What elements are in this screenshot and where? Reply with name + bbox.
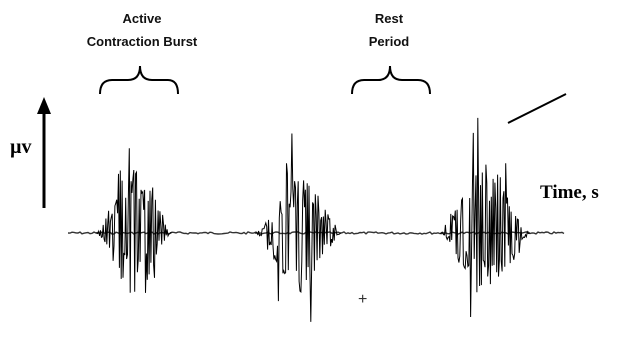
emg-burst-2 <box>254 133 342 322</box>
emg-burst-1 <box>95 148 172 293</box>
rest-bracket-icon <box>351 65 431 95</box>
y-axis-label: µv <box>10 136 32 158</box>
burst-bracket-icon <box>99 65 179 95</box>
x-axis-label: Time, s <box>540 182 599 203</box>
plus-marker: + <box>358 291 367 308</box>
burst-label-line1: Active <box>122 11 161 26</box>
emg-bursts <box>95 117 531 322</box>
up-arrow-icon <box>37 97 51 114</box>
emg-burst-3 <box>439 117 531 318</box>
rest-label-line2: Period <box>369 34 410 49</box>
burst-label-line2: Contraction Burst <box>87 34 198 49</box>
time-pointer-line <box>507 93 567 124</box>
rest-label-line1: Rest <box>375 11 404 26</box>
